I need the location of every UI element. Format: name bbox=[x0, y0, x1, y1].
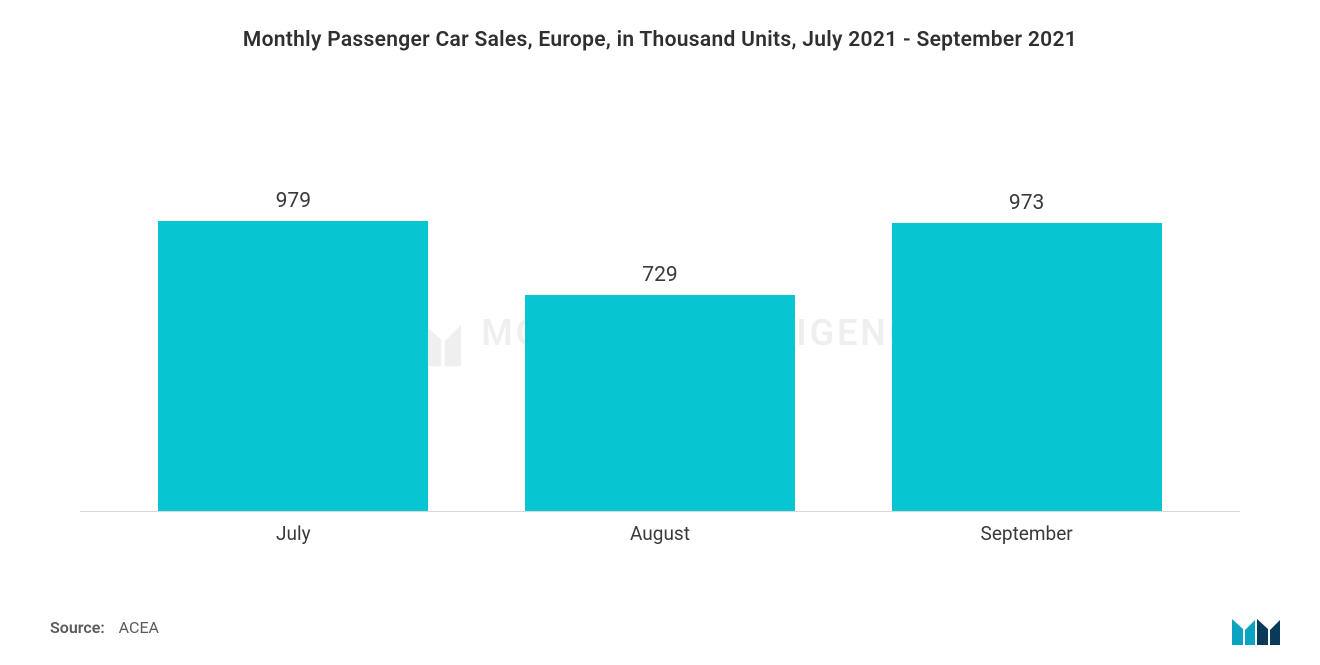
bar-september bbox=[892, 223, 1162, 511]
brand-logo-icon bbox=[1232, 605, 1280, 645]
bar-value-label: 979 bbox=[276, 189, 311, 213]
bar-value-label: 973 bbox=[1009, 191, 1044, 215]
source-value: ACEA bbox=[119, 618, 159, 637]
bar-group-september: 973 bbox=[892, 191, 1162, 511]
chart-container: MORDOR INTELLIGENCE Monthly Passenger Ca… bbox=[0, 0, 1320, 665]
logo-bar-2 bbox=[1245, 620, 1255, 645]
chart-plot-area: 979 729 973 bbox=[80, 132, 1240, 512]
bar-july bbox=[158, 221, 428, 511]
chart-title: Monthly Passenger Car Sales, Europe, in … bbox=[50, 28, 1270, 52]
logo-bar-3 bbox=[1257, 619, 1268, 645]
category-label: August bbox=[525, 522, 795, 545]
logo-bar-1 bbox=[1232, 619, 1243, 645]
source-label: Source: bbox=[50, 618, 105, 637]
bar-group-july: 979 bbox=[158, 189, 428, 511]
bar-august bbox=[525, 295, 795, 511]
logo-bar-4 bbox=[1270, 620, 1280, 645]
category-label: September bbox=[892, 522, 1162, 545]
category-label: July bbox=[158, 522, 428, 545]
source-attribution: Source: ACEA bbox=[50, 618, 159, 637]
category-axis: July August September bbox=[80, 522, 1240, 545]
bar-value-label: 729 bbox=[642, 263, 677, 287]
bar-group-august: 729 bbox=[525, 263, 795, 511]
